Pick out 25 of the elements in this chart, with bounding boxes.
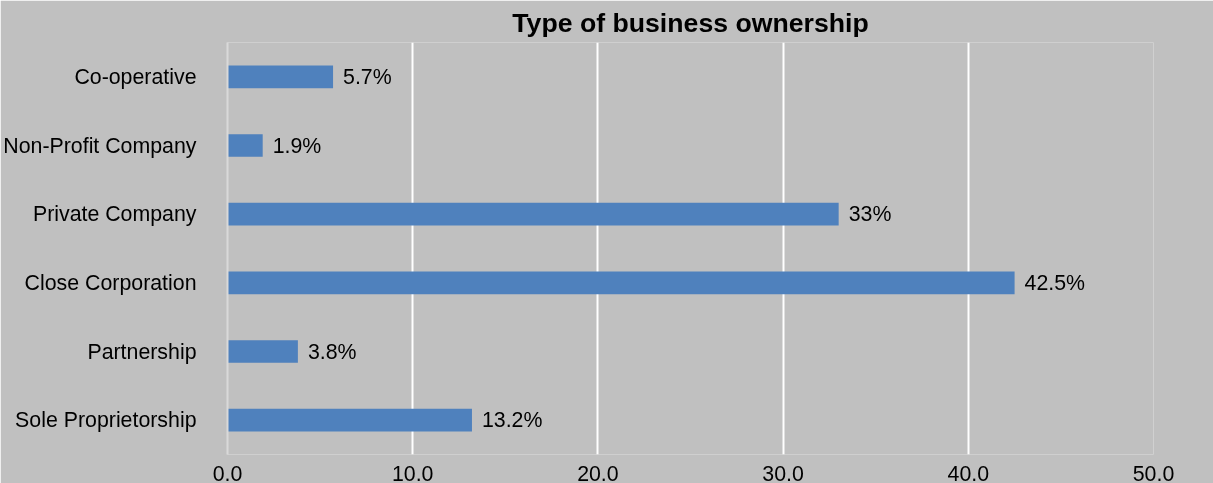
x-tick-label: 10.0 [391, 461, 434, 483]
bar [227, 202, 839, 226]
data-label: 13.2% [481, 408, 543, 433]
y-tick-label: Partnership [87, 339, 197, 364]
bar [227, 65, 334, 89]
data-label: 5.7% [343, 64, 392, 89]
chart-title: Type of business ownership [512, 7, 869, 38]
y-tick-label: Private Company [32, 202, 197, 227]
y-tick-label: Sole Proprietorship [15, 408, 197, 433]
x-tick-label: 20.0 [577, 461, 619, 483]
y-tick-label: Non-Profit Company [3, 133, 197, 158]
data-label: 42.5% [1024, 270, 1086, 295]
x-tick-label: 40.0 [947, 461, 990, 483]
bar [227, 340, 298, 363]
x-tick-label: 30.0 [762, 461, 804, 483]
y-tick-label: Co-operative [74, 64, 197, 89]
x-tick-label: 50.0 [1132, 461, 1175, 483]
bar [227, 271, 1015, 295]
data-label: 3.8% [307, 339, 357, 364]
bar [227, 134, 263, 157]
bar [227, 408, 472, 432]
data-label: 1.9% [272, 133, 322, 158]
data-label: 33% [848, 202, 892, 227]
y-tick-label: Close Corporation [24, 270, 197, 295]
x-tick-label: 0.0 [212, 461, 243, 483]
